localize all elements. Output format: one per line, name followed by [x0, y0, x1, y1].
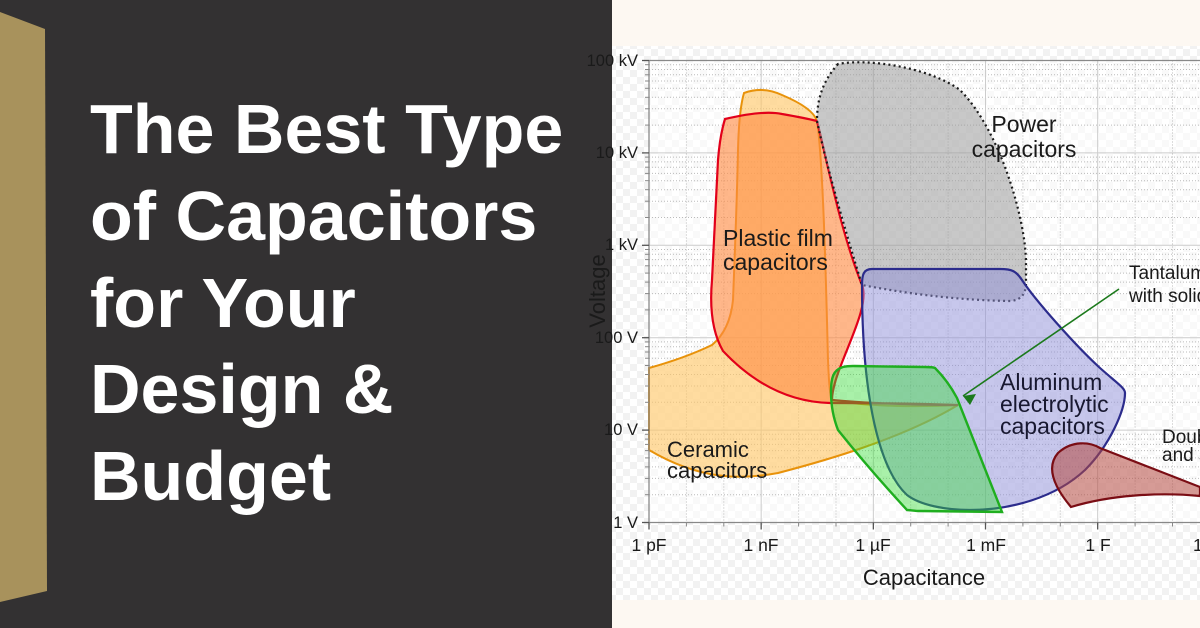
- svg-text:1 V: 1 V: [613, 514, 638, 532]
- svg-text:100 kV: 100 kV: [587, 52, 638, 70]
- svg-text:Voltage: Voltage: [585, 254, 610, 327]
- svg-text:100 V: 100 V: [595, 329, 638, 347]
- svg-text:10 kV: 10 kV: [596, 144, 638, 162]
- svg-text:1 kV: 1 kV: [605, 236, 638, 254]
- svg-text:10 V: 10 V: [604, 421, 638, 439]
